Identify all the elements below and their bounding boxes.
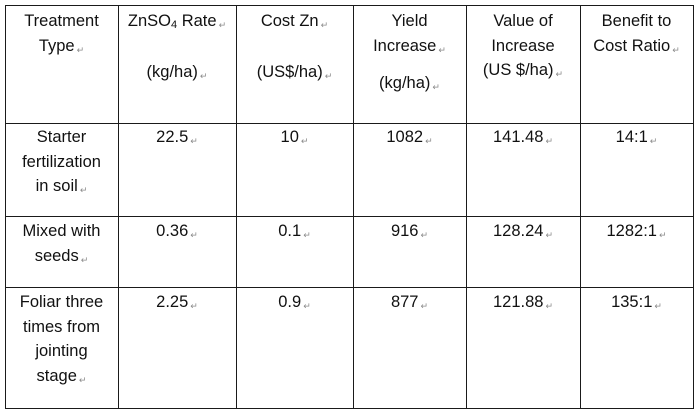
header-value-of-increase: Value of Increase (US $/ha) ↵	[482, 12, 564, 79]
paragraph-mark-icon: ↵	[555, 69, 564, 79]
table-row-2-rate: 0.36 ↵	[156, 222, 198, 240]
paragraph-mark-icon: ↵	[658, 230, 667, 240]
table-row-divider	[5, 287, 694, 288]
table-col-divider	[236, 5, 237, 409]
paragraph-mark-icon: ↵	[432, 82, 440, 92]
paragraph-mark-icon: ↵	[545, 301, 553, 311]
table-row-divider	[5, 123, 694, 124]
table-row-2-treatment: Mixed with seeds ↵	[22, 222, 101, 265]
table-row-1-yield: 1082 ↵	[386, 128, 433, 146]
table-row-3-rate: 2.25 ↵	[156, 293, 198, 311]
paragraph-mark-icon: ↵	[438, 44, 446, 55]
table-row-divider	[5, 216, 694, 217]
paragraph-mark-icon: ↵	[654, 301, 662, 311]
table-row-2-cost: 0.1 ↵	[278, 222, 311, 240]
table-row-2-yield: 916 ↵	[390, 222, 429, 240]
table-col-divider	[353, 5, 354, 409]
paragraph-mark-icon: ↵	[545, 136, 553, 146]
paragraph-mark-icon: ↵	[649, 136, 658, 146]
table-row-3-ratio: 135:1 ↵	[611, 293, 662, 311]
table-row-1-cost: 10 ↵	[280, 128, 309, 146]
paragraph-mark-icon: ↵	[320, 20, 329, 30]
paragraph-mark-icon: ↵	[190, 136, 198, 146]
table-row-1-rate: 22.5 ↵	[156, 128, 198, 146]
paragraph-mark-icon: ↵	[545, 230, 553, 240]
paragraph-mark-icon: ↵	[79, 185, 88, 195]
paragraph-mark-icon: ↵	[300, 136, 309, 146]
header-benefit-cost-ratio: Benefit to Cost Ratio ↵	[593, 12, 680, 55]
table-row-3-treatment: Foliar three times from jointing stage ↵	[19, 293, 104, 385]
table-border-bottom	[5, 408, 694, 409]
table-row-1-value: 141.48 ↵	[492, 128, 553, 146]
table-row-1-ratio: 14:1 ↵	[615, 128, 658, 146]
table-row-3-value: 121.88 ↵	[492, 293, 553, 311]
header-treatment-type: Treatment Type ↵	[24, 12, 99, 55]
paragraph-mark-icon: ↵	[303, 230, 311, 240]
table-row-3-yield: 877 ↵	[390, 293, 429, 311]
table-border-top	[5, 5, 694, 6]
table-col-divider	[580, 5, 581, 409]
table-row-3-cost: 0.9 ↵	[278, 293, 311, 311]
paragraph-mark-icon: ↵	[425, 136, 433, 146]
table-border-right	[693, 5, 694, 409]
table-row-2-value: 128.24 ↵	[492, 222, 553, 240]
header-yield-increase: Yield Increase ↵ (kg/ha) ↵	[373, 12, 446, 92]
paragraph-mark-icon: ↵	[420, 230, 429, 240]
header-cost-zn: Cost Zn ↵ (US$/ha) ↵	[256, 12, 333, 81]
paragraph-mark-icon: ↵	[303, 301, 311, 311]
paragraph-mark-icon: ↵	[78, 374, 87, 385]
paragraph-mark-icon: ↵	[420, 301, 429, 311]
table-row-1-treatment: Starter fertilization in soil ↵	[22, 128, 101, 195]
paragraph-mark-icon: ↵	[199, 70, 208, 81]
table-col-divider	[118, 5, 119, 409]
table-border-left	[5, 5, 6, 409]
paragraph-mark-icon: ↵	[190, 301, 198, 311]
table-row-2-ratio: 1282:1 ↵	[606, 222, 667, 240]
paragraph-mark-icon: ↵	[218, 20, 227, 30]
paragraph-mark-icon: ↵	[80, 254, 89, 265]
header-znso4-rate: ZnSO4 Rate ↵ (kg/ha) ↵	[127, 12, 227, 81]
paragraph-mark-icon: ↵	[76, 44, 85, 55]
paragraph-mark-icon: ↵	[324, 70, 333, 81]
paragraph-mark-icon: ↵	[190, 230, 198, 240]
paragraph-mark-icon: ↵	[672, 44, 680, 55]
table-col-divider	[466, 5, 467, 409]
